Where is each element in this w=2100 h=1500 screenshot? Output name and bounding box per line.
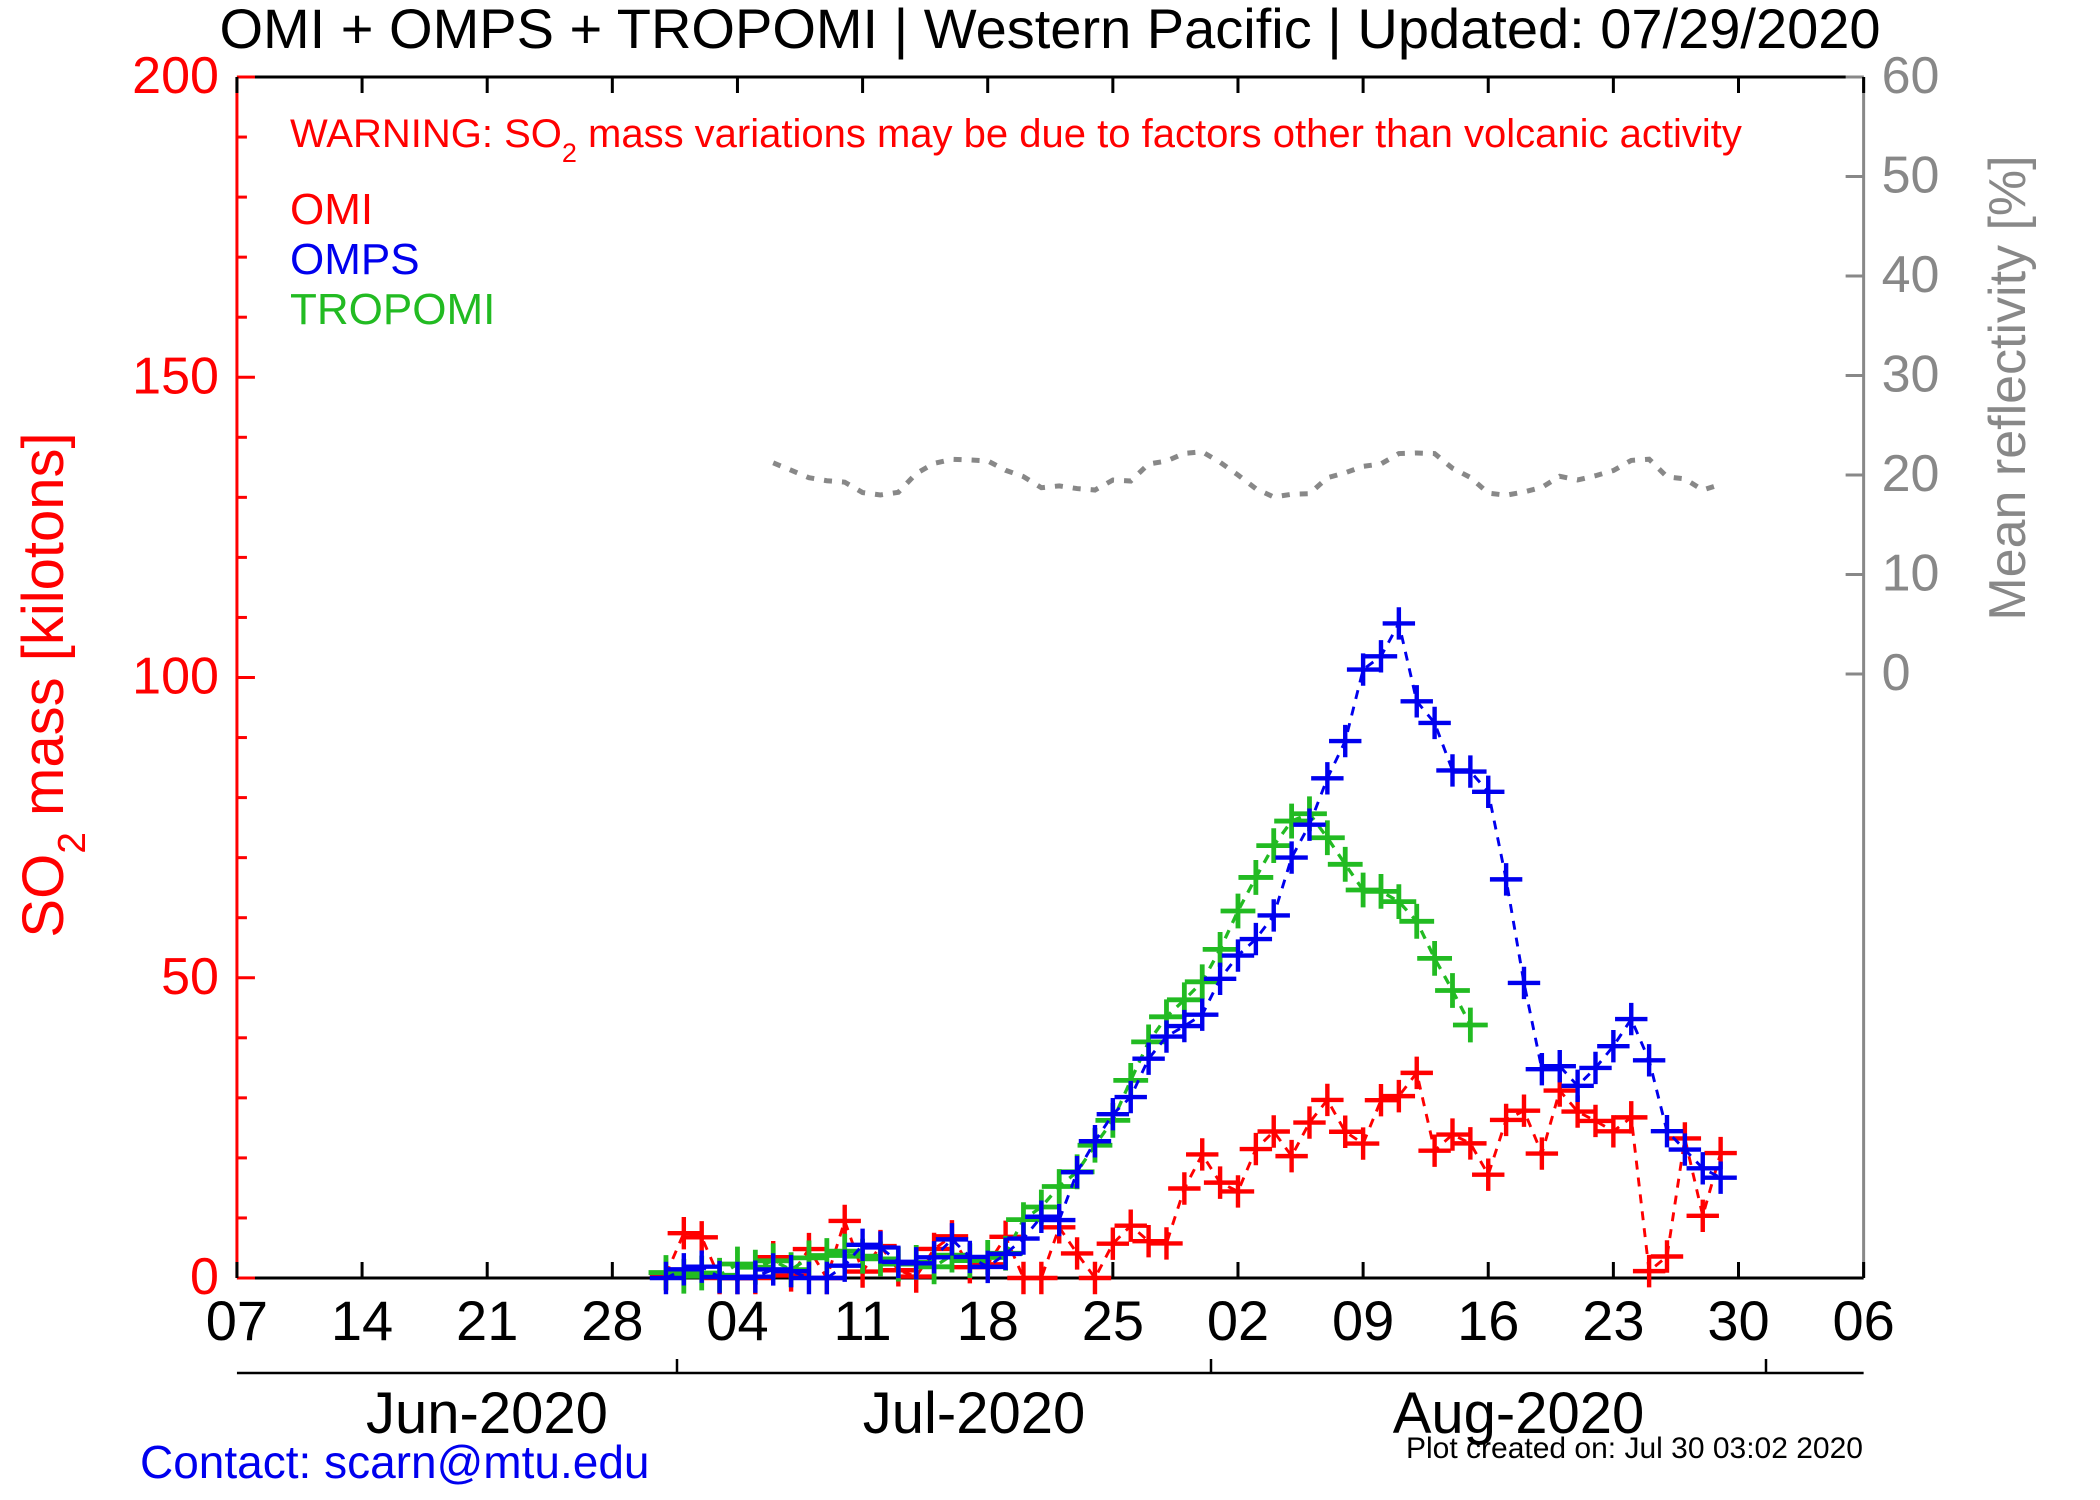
svg-text:21: 21 [456,1289,518,1352]
svg-text:16: 16 [1457,1289,1519,1352]
svg-text:100: 100 [132,648,219,706]
svg-text:02: 02 [1207,1289,1269,1352]
svg-text:Mean reflectivity [%]: Mean reflectivity [%] [1979,155,2037,620]
svg-text:20: 20 [1882,445,1940,503]
svg-text:09: 09 [1332,1289,1394,1352]
svg-text:07: 07 [206,1289,268,1352]
svg-text:30: 30 [1707,1289,1769,1352]
svg-text:Jul-2020: Jul-2020 [863,1381,1085,1446]
svg-text:04: 04 [706,1289,768,1352]
svg-text:50: 50 [161,948,219,1006]
svg-text:40: 40 [1882,246,1940,304]
svg-text:18: 18 [957,1289,1019,1352]
svg-text:25: 25 [1082,1289,1144,1352]
svg-text:TROPOMI: TROPOMI [290,285,495,334]
svg-text:150: 150 [132,347,219,405]
svg-text:OMI: OMI [290,185,373,234]
svg-text:60: 60 [1882,47,1940,105]
svg-text:200: 200 [132,47,219,105]
svg-text:OMPS: OMPS [290,235,420,284]
svg-text:30: 30 [1882,346,1940,404]
svg-text:0: 0 [1882,644,1911,702]
svg-text:11: 11 [834,1289,892,1352]
svg-text:28: 28 [581,1289,643,1352]
svg-text:06: 06 [1832,1289,1894,1352]
svg-text:14: 14 [331,1289,393,1352]
svg-text:23: 23 [1582,1289,1644,1352]
svg-text:50: 50 [1882,147,1940,205]
svg-text:10: 10 [1882,545,1940,603]
svg-text:OMI + OMPS + TROPOMI | Western: OMI + OMPS + TROPOMI | Western Pacific |… [219,0,1880,60]
svg-text:Plot created on: Jul 30 03:02: Plot created on: Jul 30 03:02 2020 [1406,1432,1863,1465]
svg-text:Contact: scarn@mtu.edu: Contact: scarn@mtu.edu [140,1436,649,1488]
